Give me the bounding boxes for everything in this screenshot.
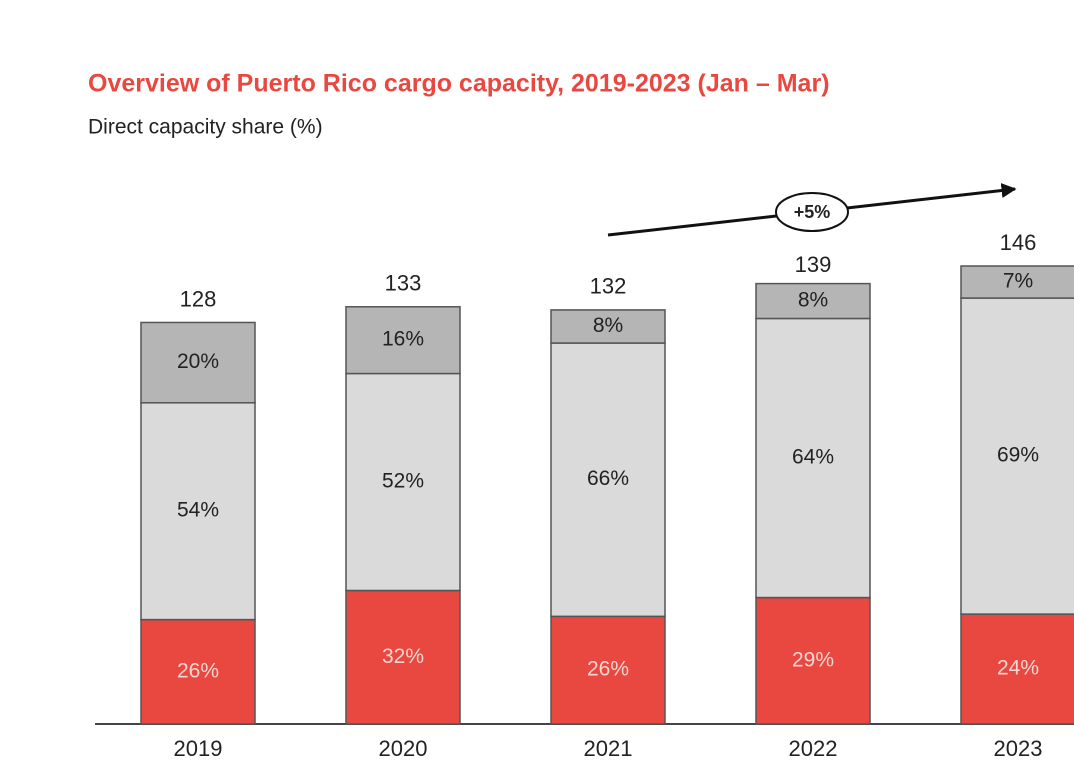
total-label: 146: [1000, 230, 1037, 255]
x-tick-label: 2021: [584, 736, 633, 761]
total-label: 128: [180, 286, 217, 311]
value-label: 69%: [997, 444, 1039, 467]
bar-segment: [755, 596, 871, 725]
annotation: +5%: [794, 202, 831, 222]
value-label: 54%: [177, 499, 219, 522]
bar-segment: [140, 321, 256, 404]
value-label: 16%: [382, 328, 424, 351]
bar-segment: [550, 615, 666, 725]
value-label: 8%: [593, 314, 623, 337]
total-label: 133: [385, 271, 422, 296]
value-label: 32%: [382, 645, 424, 668]
x-tick-label: 2022: [789, 736, 838, 761]
value-label: 8%: [798, 289, 828, 312]
value-label: 26%: [177, 659, 219, 682]
x-tick-label: 2020: [379, 736, 428, 761]
bar-segment: [755, 282, 871, 320]
value-label: 20%: [177, 350, 219, 373]
total-label: 132: [590, 274, 627, 299]
bar-segment: [345, 306, 461, 375]
chart-title: Overview of Puerto Rico cargo capacity, …: [88, 70, 830, 98]
x-tick-label: 2023: [994, 736, 1043, 761]
value-label: 7%: [1003, 270, 1033, 293]
bar-segment: [755, 317, 871, 599]
bar-segment: [550, 342, 666, 618]
bar-segment: [960, 613, 1074, 725]
value-label: 52%: [382, 470, 424, 493]
bar-segment: [140, 618, 256, 725]
value-label: 66%: [587, 467, 629, 490]
value-label: 64%: [792, 446, 834, 469]
value-label: 26%: [587, 658, 629, 681]
bar-segment: [550, 309, 666, 344]
bar-segment: [960, 297, 1074, 615]
chart-subtitle: Direct capacity share (%): [88, 116, 323, 139]
bar-segment: [140, 402, 256, 621]
value-label: 24%: [997, 657, 1039, 680]
bar-segment: [960, 265, 1074, 299]
annotation-bubble: [775, 192, 849, 232]
x-tick-label: 2019: [174, 736, 223, 761]
value-label: 29%: [792, 648, 834, 671]
total-label: 139: [795, 252, 832, 277]
